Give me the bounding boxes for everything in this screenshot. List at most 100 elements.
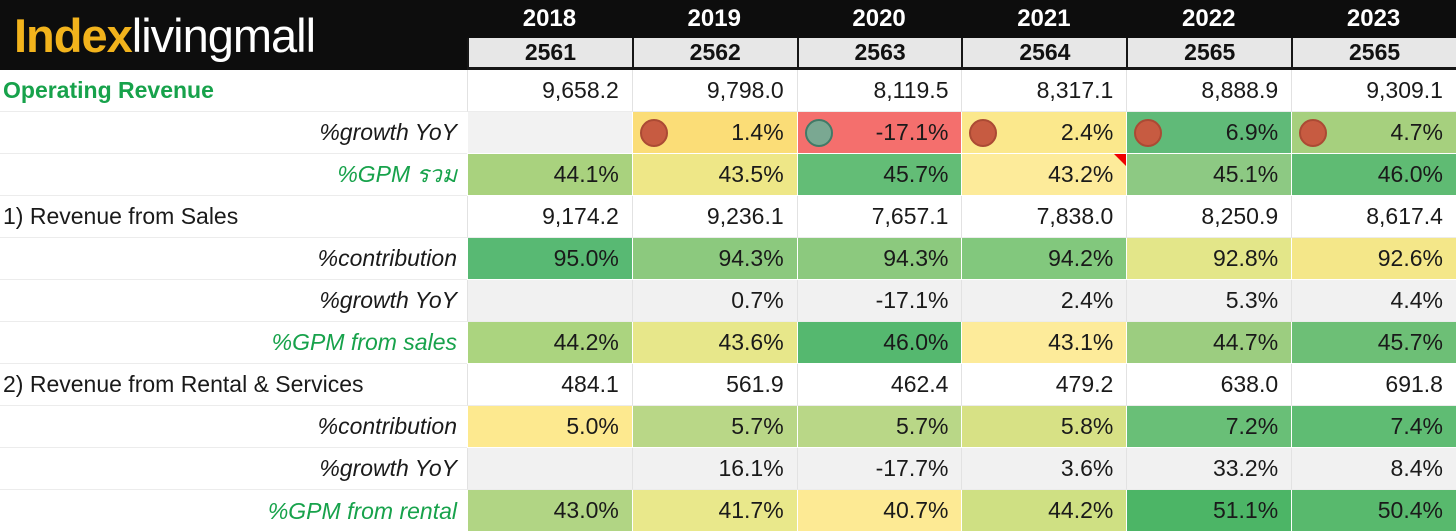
table-cell: 7,657.1: [796, 196, 962, 238]
table-cell: 46.0%: [796, 322, 962, 364]
table-cell: 2.4%: [961, 112, 1127, 154]
table-cell: 561.9: [631, 364, 797, 406]
table-cell: 45.1%: [1126, 154, 1292, 196]
year-header: 2020: [796, 0, 962, 38]
table-cell: 9,309.1: [1291, 70, 1456, 112]
row-label-revenue-from-rental: 2) Revenue from Rental & Services: [0, 364, 467, 406]
table-cell: 0.7%: [631, 280, 797, 322]
table-cell: 44.2%: [961, 490, 1127, 532]
table-cell: 94.2%: [961, 238, 1127, 280]
brand-logo-light-text: livingmall: [131, 8, 316, 62]
buddhist-year-header: 2565: [1291, 38, 1456, 70]
row-label-gpm-from-sales: %GPM from sales: [0, 322, 467, 364]
year-header: 2022: [1126, 0, 1292, 38]
table-cell: 8,119.5: [796, 70, 962, 112]
table-cell: 44.1%: [467, 154, 632, 196]
cell-value: 4.7%: [1390, 119, 1443, 145]
buddhist-year-header: 2564: [961, 38, 1127, 70]
row-label-gpm-from-rental: %GPM from rental: [0, 490, 467, 532]
table-cell: [467, 112, 632, 154]
table-cell: 33.2%: [1126, 448, 1292, 490]
row-label-growth-yoy: %growth YoY: [0, 448, 467, 490]
table-cell: 51.1%: [1126, 490, 1292, 532]
table-cell: 1.4%: [631, 112, 797, 154]
table-cell: -17.1%: [796, 280, 962, 322]
table-cell: [467, 280, 632, 322]
table-cell: 95.0%: [467, 238, 632, 280]
row-label-growth-yoy: %growth YoY: [0, 112, 467, 154]
table-cell: 45.7%: [1291, 322, 1456, 364]
row-label-growth-yoy: %growth YoY: [0, 280, 467, 322]
table-cell: 691.8: [1291, 364, 1456, 406]
table-cell: 4.4%: [1291, 280, 1456, 322]
table-cell: 45.7%: [796, 154, 962, 196]
teal-circle-icon: [804, 118, 833, 147]
table-cell: -17.1%: [796, 112, 962, 154]
brand-logo: Index livingmall: [0, 0, 467, 70]
table-cell: 94.3%: [631, 238, 797, 280]
table-cell: 46.0%: [1291, 154, 1456, 196]
brand-logo-bold-text: Index: [14, 8, 133, 62]
year-header: 2019: [631, 0, 797, 38]
table-cell: 44.7%: [1126, 322, 1292, 364]
table-cell: 5.3%: [1126, 280, 1292, 322]
table-cell: 9,798.0: [631, 70, 797, 112]
table-cell: 6.9%: [1126, 112, 1292, 154]
table-cell: [467, 448, 632, 490]
table-cell: 8.4%: [1291, 448, 1456, 490]
table-cell: 92.6%: [1291, 238, 1456, 280]
table-cell: 43.1%: [961, 322, 1127, 364]
row-label-revenue-from-sales: 1) Revenue from Sales: [0, 196, 467, 238]
table-cell: 94.3%: [796, 238, 962, 280]
row-label-contribution: %contribution: [0, 406, 467, 448]
table-cell: 8,617.4: [1291, 196, 1456, 238]
buddhist-year-header: 2562: [631, 38, 797, 70]
table-cell: 43.0%: [467, 490, 632, 532]
table-cell: 43.6%: [631, 322, 797, 364]
table-cell: 7,838.0: [961, 196, 1127, 238]
red-circle-icon: [1299, 118, 1328, 147]
table-cell: 9,658.2: [467, 70, 632, 112]
table-cell: 9,174.2: [467, 196, 632, 238]
table-cell: 7.2%: [1126, 406, 1292, 448]
table-cell: 5.7%: [796, 406, 962, 448]
table-cell: 2.4%: [961, 280, 1127, 322]
buddhist-year-header: 2563: [796, 38, 962, 70]
table-cell: 7.4%: [1291, 406, 1456, 448]
table-cell: 40.7%: [796, 490, 962, 532]
table-cell: 3.6%: [961, 448, 1127, 490]
cell-value: 2.4%: [1060, 119, 1114, 145]
row-label-operating-revenue: Operating Revenue: [0, 70, 467, 112]
cell-value: 1.4%: [731, 119, 784, 145]
year-header: 2021: [961, 0, 1127, 38]
table-cell: 16.1%: [631, 448, 797, 490]
table-cell: 44.2%: [467, 322, 632, 364]
table-cell: 50.4%: [1291, 490, 1456, 532]
year-header: 2023: [1291, 0, 1456, 38]
row-label-contribution: %contribution: [0, 238, 467, 280]
year-header: 2018: [467, 0, 632, 38]
table-cell: 484.1: [467, 364, 632, 406]
table-cell: 41.7%: [631, 490, 797, 532]
cell-value: 6.9%: [1225, 119, 1279, 145]
table-cell: 5.7%: [631, 406, 797, 448]
red-circle-icon: [1134, 118, 1163, 147]
cell-value: 43.2%: [1048, 161, 1114, 187]
table-cell: 638.0: [1126, 364, 1292, 406]
table-cell: 9,236.1: [631, 196, 797, 238]
table-cell: 43.5%: [631, 154, 797, 196]
table-cell-with-comment: 43.2%: [961, 154, 1127, 196]
table-cell: 92.8%: [1126, 238, 1292, 280]
table-cell: 5.8%: [961, 406, 1127, 448]
red-circle-icon: [639, 118, 668, 147]
table-cell: -17.7%: [796, 448, 962, 490]
buddhist-year-header: 2565: [1126, 38, 1292, 70]
table-cell: 8,888.9: [1126, 70, 1292, 112]
row-label-gpm-total: %GPM รวม: [0, 154, 467, 196]
red-circle-icon: [969, 118, 998, 147]
buddhist-year-header: 2561: [467, 38, 632, 70]
table-cell: 4.7%: [1291, 112, 1456, 154]
comment-flag-icon: [1114, 154, 1127, 166]
cell-value: -17.1%: [875, 119, 949, 145]
